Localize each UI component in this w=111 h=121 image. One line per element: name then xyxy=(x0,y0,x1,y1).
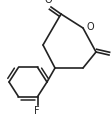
Text: F: F xyxy=(34,106,39,116)
Text: O: O xyxy=(86,22,94,32)
Text: O: O xyxy=(44,0,52,5)
